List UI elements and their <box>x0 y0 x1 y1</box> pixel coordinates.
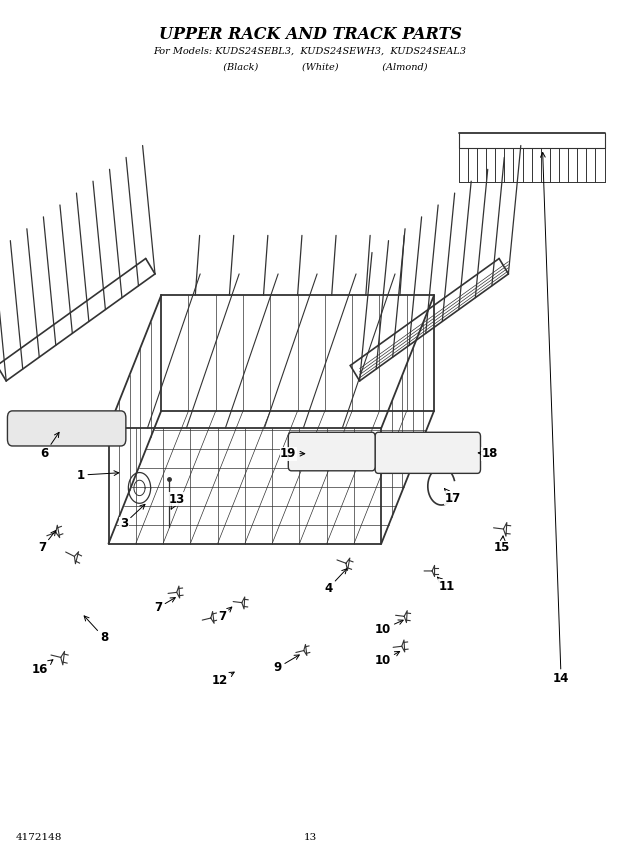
Text: 16: 16 <box>32 660 53 676</box>
Text: 18: 18 <box>478 447 498 461</box>
Text: 7: 7 <box>154 597 175 615</box>
Text: 11: 11 <box>438 577 454 593</box>
Text: UPPER RACK AND TRACK PARTS: UPPER RACK AND TRACK PARTS <box>159 26 461 43</box>
FancyBboxPatch shape <box>7 411 126 446</box>
Text: 10: 10 <box>375 651 400 668</box>
Text: 15: 15 <box>494 536 510 555</box>
Text: 8: 8 <box>84 616 108 645</box>
Text: 4: 4 <box>324 568 347 595</box>
FancyBboxPatch shape <box>288 432 375 471</box>
Text: 6: 6 <box>40 432 59 461</box>
Text: 3: 3 <box>120 504 145 531</box>
Text: 13: 13 <box>303 833 317 841</box>
Text: 14: 14 <box>541 152 569 686</box>
Text: 9: 9 <box>273 655 299 675</box>
Text: 4172148: 4172148 <box>16 833 62 841</box>
Text: (Black)              (White)              (Almond): (Black) (White) (Almond) <box>192 62 428 71</box>
FancyBboxPatch shape <box>375 432 480 473</box>
Text: 10: 10 <box>375 620 403 636</box>
Text: 17: 17 <box>445 489 461 505</box>
Text: 13: 13 <box>169 492 185 509</box>
Text: 7: 7 <box>38 531 56 555</box>
Text: 1: 1 <box>76 468 119 482</box>
Text: For Models: KUDS24SEBL3,  KUDS24SEWH3,  KUDS24SEAL3: For Models: KUDS24SEBL3, KUDS24SEWH3, KU… <box>154 47 466 56</box>
Text: 19: 19 <box>280 447 305 461</box>
Text: 7: 7 <box>218 607 232 623</box>
Text: 12: 12 <box>212 672 234 687</box>
